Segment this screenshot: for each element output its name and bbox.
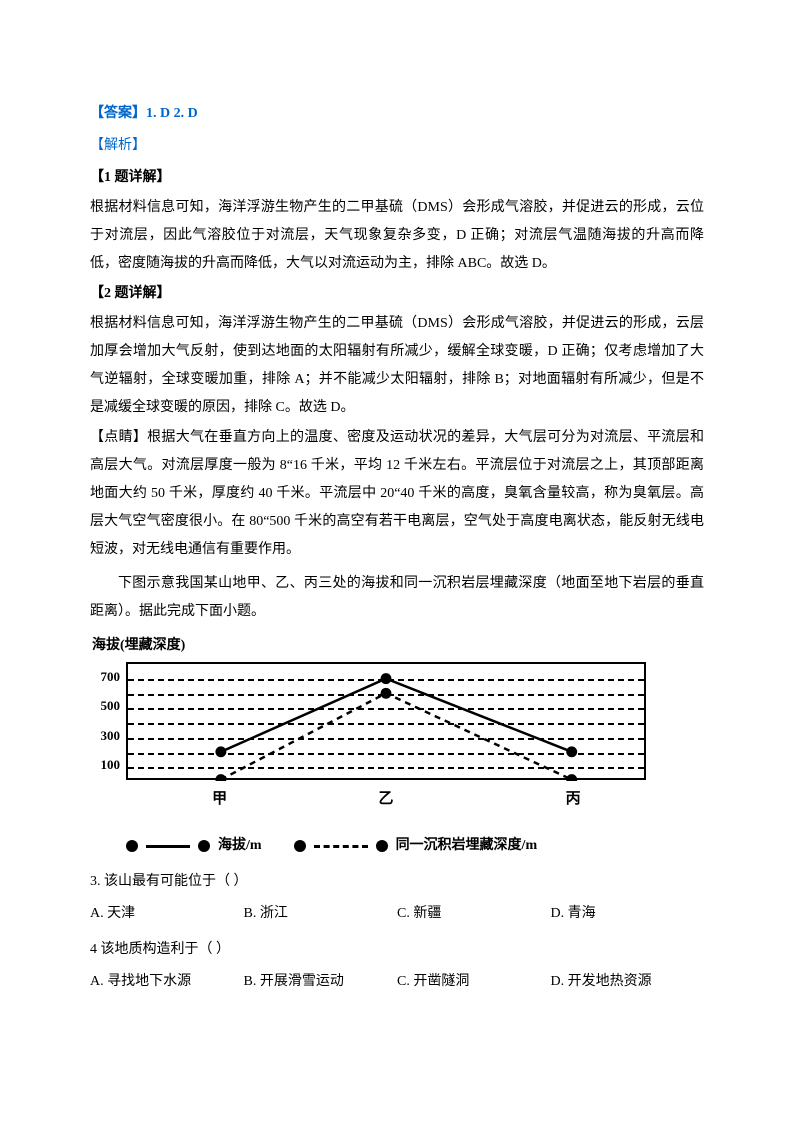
point-text: 【点睛】根据大气在垂直方向上的温度、密度及运动状况的差异，大气层可分为对流层、平…	[90, 424, 704, 564]
gridline	[128, 753, 644, 755]
q4-options: A. 寻找地下水源 B. 开展滑雪运动 C. 开凿隧洞 D. 开发地热资源	[90, 968, 704, 996]
q3-stem: 3. 该山最有可能位于（ ）	[90, 868, 704, 896]
explain2-title: 【2 题详解】	[90, 280, 704, 308]
legend-item-2: 同一沉积岩埋藏深度/m	[396, 832, 538, 860]
chart-region: 海拔(埋藏深度) 700 500 300 100 甲 乙 丙 海拔/m 同一沉积…	[90, 632, 704, 860]
gridline	[128, 723, 644, 725]
xtick-bing: 丙	[566, 780, 581, 814]
legend-dot-1	[126, 840, 138, 852]
gridline	[128, 767, 644, 769]
legend-dot-2	[198, 840, 210, 852]
q4-stem: 4 该地质构造利于（ ）	[90, 936, 704, 964]
xtick-jia: 甲	[212, 780, 227, 814]
ytick-500: 500	[101, 693, 127, 719]
legend-item-1: 海拔/m	[218, 832, 262, 860]
explain2-text: 根据材料信息可知，海洋浮游生物产生的二甲基硫（DMS）会形成气溶胶，并促进云的形…	[90, 310, 704, 422]
ytick-300: 300	[101, 723, 127, 749]
ytick-100: 100	[101, 752, 127, 778]
xtick-yi: 乙	[378, 780, 393, 814]
q3-options: A. 天津 B. 浙江 C. 新疆 D. 青海	[90, 900, 704, 928]
answer-label: 【答案】	[90, 106, 146, 121]
q4-opt-c[interactable]: C. 开凿隧洞	[397, 968, 551, 996]
gridline	[128, 738, 644, 740]
q3-opt-d[interactable]: D. 青海	[551, 900, 705, 928]
legend-dash-line	[314, 845, 368, 848]
ytick-700: 700	[101, 664, 127, 690]
chart-box	[126, 662, 646, 780]
explain1-text: 根据材料信息可知，海洋浮游生物产生的二甲基硫（DMS）会形成气溶胶，并促进云的形…	[90, 194, 704, 278]
chart-axis-title: 海拔(埋藏深度)	[90, 632, 704, 660]
explain1-title: 【1 题详解】	[90, 164, 704, 192]
chart-intro: 下图示意我国某山地甲、乙、丙三处的海拔和同一沉积岩层埋藏深度（地面至地下岩层的垂…	[90, 570, 704, 626]
q3-opt-c[interactable]: C. 新疆	[397, 900, 551, 928]
gridline	[128, 679, 644, 681]
q3-opt-b[interactable]: B. 浙江	[244, 900, 398, 928]
gridline	[128, 708, 644, 710]
answer-items: 1. D 2. D	[146, 106, 198, 121]
legend-solid-line	[146, 845, 190, 848]
legend-dot-4	[376, 840, 388, 852]
analysis-label: 【解析】	[90, 132, 704, 160]
gridline	[128, 694, 644, 696]
q4-opt-d[interactable]: D. 开发地热资源	[551, 968, 705, 996]
q4-opt-b[interactable]: B. 开展滑雪运动	[244, 968, 398, 996]
chart-legend: 海拔/m 同一沉积岩埋藏深度/m	[90, 832, 704, 860]
q4-opt-a[interactable]: A. 寻找地下水源	[90, 968, 244, 996]
answer-line: 【答案】1. D 2. D	[90, 100, 704, 128]
legend-dot-3	[294, 840, 306, 852]
q3-opt-a[interactable]: A. 天津	[90, 900, 244, 928]
